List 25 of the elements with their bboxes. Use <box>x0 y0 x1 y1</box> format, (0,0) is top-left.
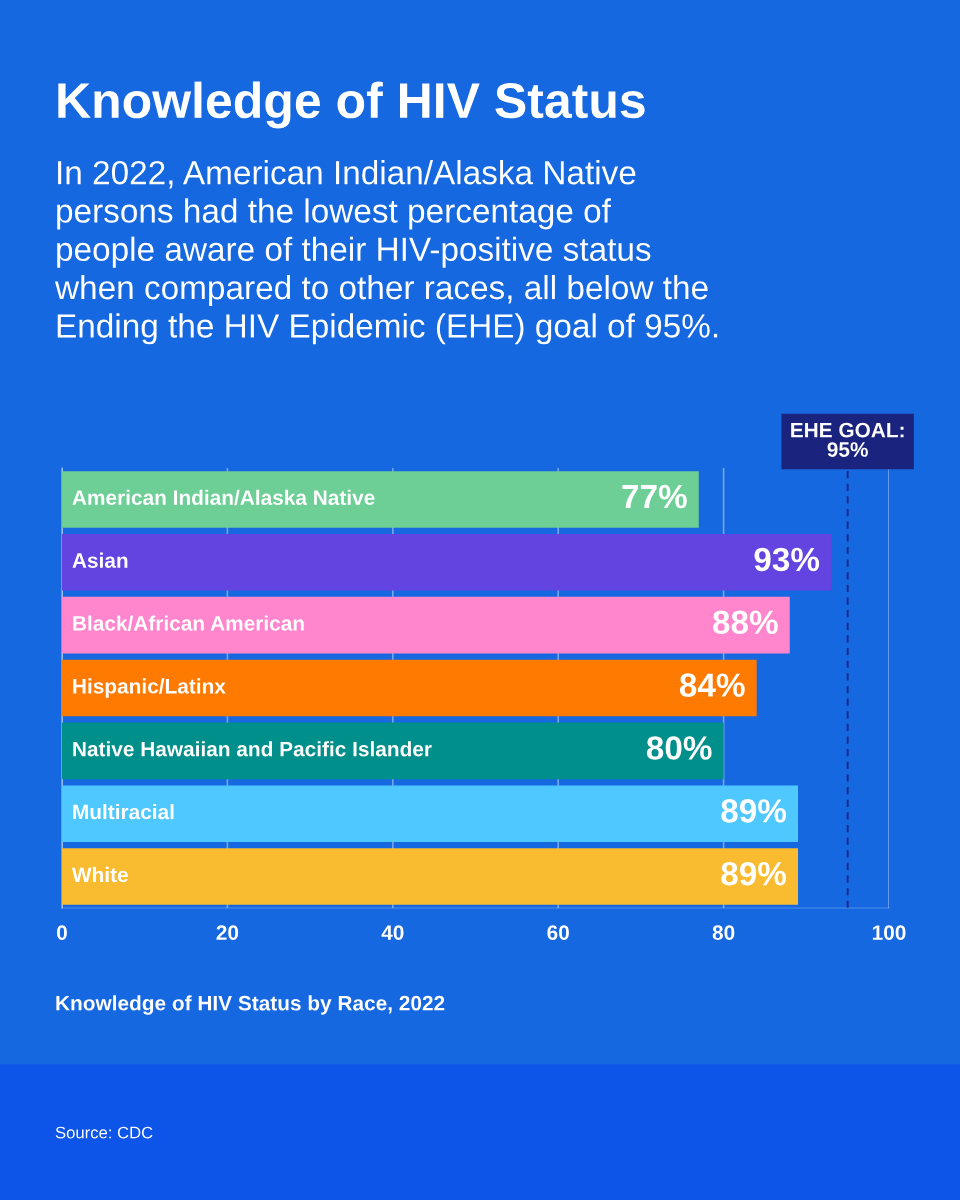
data-label: 89% <box>721 799 787 823</box>
x-tick-label: 0 <box>57 925 67 940</box>
y-tick-label: White <box>71 866 128 883</box>
y-tick-label: American Indian/Alaska Native <box>72 489 375 506</box>
chart-title: Knowledge of HIV Status <box>58 81 645 129</box>
data-label: 93% <box>754 547 820 572</box>
ref-line-label: EHE GOAL: 95% <box>791 422 904 457</box>
x-tick-label: 40 <box>381 925 404 940</box>
data-label: 80% <box>646 736 712 760</box>
y-tick-label: Asian <box>72 552 128 568</box>
y-tick-label: Native Hawaiian and Pacific Islander <box>73 741 432 757</box>
x-tick-label: 60 <box>547 925 569 940</box>
data-label: 77% <box>622 484 687 509</box>
x-tick-label: 80 <box>712 925 735 940</box>
text: Knowledge of HIV Status by Race, 2022 <box>56 995 445 1015</box>
y-tick-label: Multiracial <box>73 804 174 820</box>
x-tick-label: 20 <box>216 925 239 940</box>
x-tick-label: 100 <box>872 925 906 940</box>
data-label: 89% <box>721 861 787 886</box>
y-tick-label: Black/African American <box>73 615 304 631</box>
source-note: Source: CDC <box>55 1126 153 1139</box>
chart-subtitle: In 2022, American Indian/Alaska Native persons had the lowest percentage of people aware of their HIV-positive status when compared to other races, all below the Ending the HIV Epidemic (EHE) goal of 95%. <box>54 160 718 345</box>
y-tick-label: Hispanic/Latinx <box>73 678 226 698</box>
data-label: 88% <box>712 610 778 635</box>
data-label: 84% <box>679 673 745 697</box>
